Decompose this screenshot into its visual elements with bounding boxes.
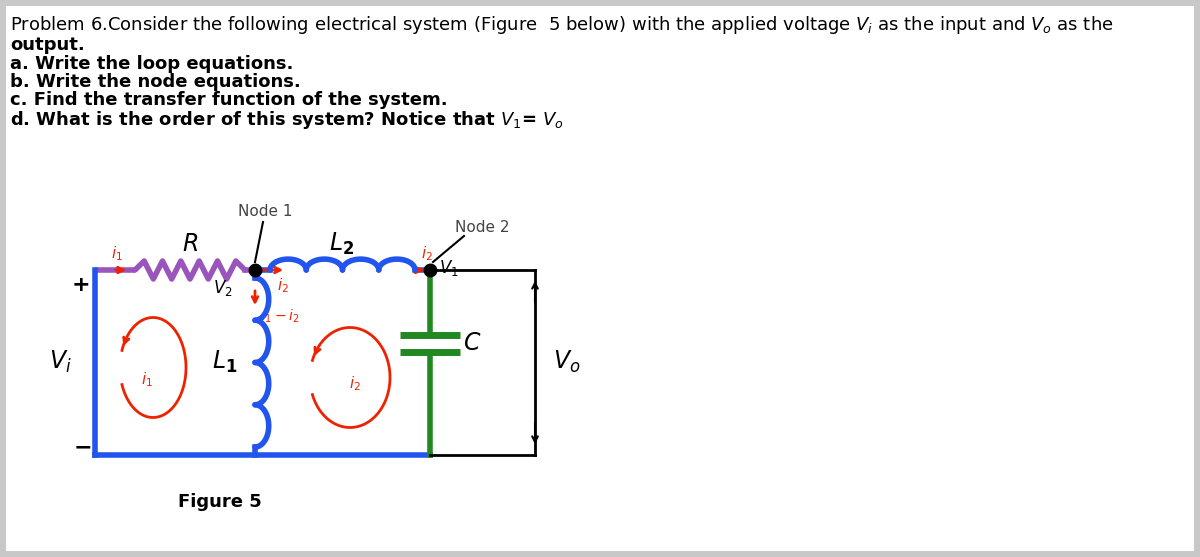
Text: $\mathit{V_1}$: $\mathit{V_1}$ xyxy=(439,258,458,278)
Text: $\mathit{i_1}$: $\mathit{i_1}$ xyxy=(112,245,122,263)
Text: $\mathit{i_2}$: $\mathit{i_2}$ xyxy=(277,276,289,295)
Text: −: − xyxy=(73,437,92,457)
Text: $\mathbf{\mathit{C}}$: $\mathbf{\mathit{C}}$ xyxy=(463,331,481,355)
Text: Node 1: Node 1 xyxy=(238,204,293,219)
Text: Figure 5: Figure 5 xyxy=(178,493,262,511)
Text: $\mathit{i_2}$: $\mathit{i_2}$ xyxy=(349,375,361,393)
Text: $\mathbf{\mathit{R}}$: $\mathbf{\mathit{R}}$ xyxy=(182,232,198,256)
Text: Problem 6.Consider the following electrical system (Figure  5 below) with the ap: Problem 6.Consider the following electri… xyxy=(10,14,1114,36)
FancyBboxPatch shape xyxy=(6,6,1194,551)
Text: output.: output. xyxy=(10,36,85,54)
Text: Node 2: Node 2 xyxy=(455,221,509,236)
Text: $\mathit{i_1}-\mathit{i_2}$: $\mathit{i_1}-\mathit{i_2}$ xyxy=(262,307,300,325)
Text: $\mathbf{\mathit{L}}_\mathbf{1}$: $\mathbf{\mathit{L}}_\mathbf{1}$ xyxy=(212,349,238,375)
Text: $\mathbf{\mathit{L}}_\mathbf{2}$: $\mathbf{\mathit{L}}_\mathbf{2}$ xyxy=(329,231,355,257)
Text: d. What is the order of this system? Notice that $\mathit{V_1}$= $\mathit{V_o}$: d. What is the order of this system? Not… xyxy=(10,109,564,131)
Text: $\mathit{V_2}$: $\mathit{V_2}$ xyxy=(214,278,233,298)
Text: $\mathit{i_1}$: $\mathit{i_1}$ xyxy=(142,370,152,389)
Text: a. Write the loop equations.: a. Write the loop equations. xyxy=(10,55,293,73)
Text: c. Find the transfer function of the system.: c. Find the transfer function of the sys… xyxy=(10,91,448,109)
Text: b. Write the node equations.: b. Write the node equations. xyxy=(10,73,301,91)
Text: $\mathbf{\mathit{V}}_\mathbf{\mathit{o}}$: $\mathbf{\mathit{V}}_\mathbf{\mathit{o}}… xyxy=(553,349,581,375)
Text: $\mathbf{\mathit{V}}_\mathbf{\mathit{i}}$: $\mathbf{\mathit{V}}_\mathbf{\mathit{i}}… xyxy=(48,349,72,375)
Text: $\mathit{i_2}$: $\mathit{i_2}$ xyxy=(421,245,433,263)
Text: +: + xyxy=(72,275,90,295)
